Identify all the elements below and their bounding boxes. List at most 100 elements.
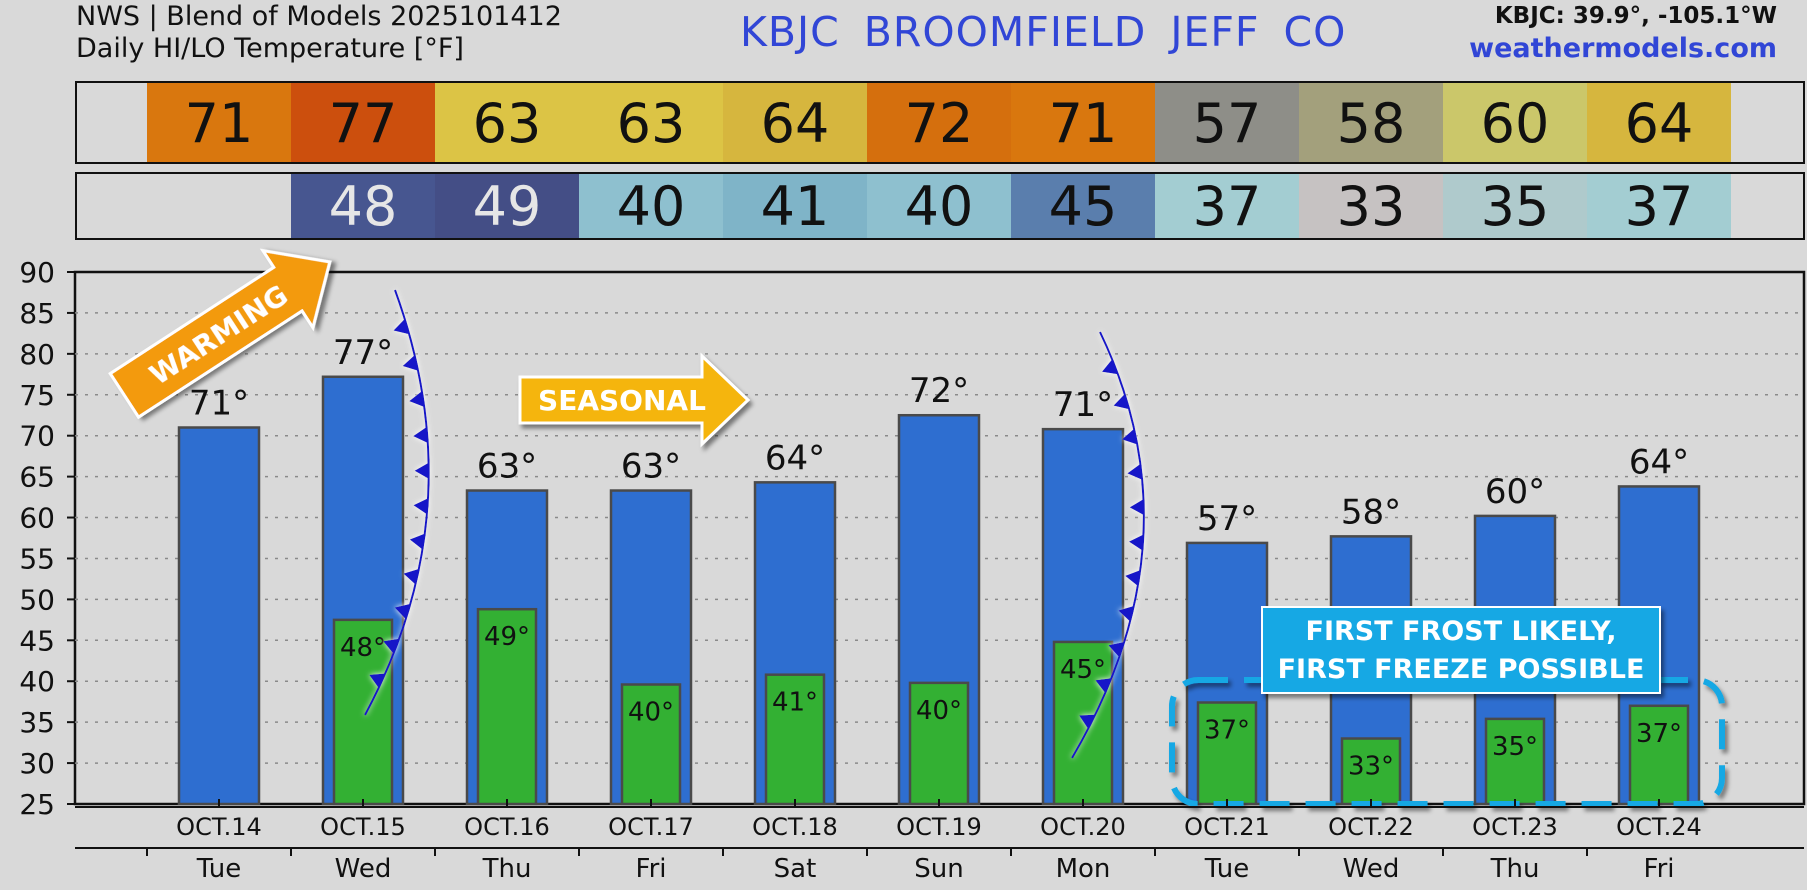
x-day-label: Wed: [335, 854, 392, 884]
y-tick-label: 75: [19, 379, 55, 412]
hi-strip-value: 71: [185, 92, 254, 155]
lo-strip-cell: [1155, 174, 1299, 238]
hi-strip-value: 63: [617, 92, 686, 155]
front-barb: [394, 603, 411, 620]
frost-callout-line1: FIRST FROST LIKELY,: [1306, 616, 1617, 647]
hi-bar-label: 58°: [1341, 492, 1401, 532]
cold-front-2: [1071, 331, 1145, 759]
x-day-label: Sat: [774, 854, 817, 884]
frost-callout-box: [1261, 606, 1661, 694]
front-barb: [1129, 534, 1144, 551]
x-day-label: Thu: [482, 854, 532, 884]
hi-strip-cell: [1587, 83, 1731, 162]
lo-bar: [1484, 717, 1546, 806]
x-date-label: OCT.19: [896, 813, 982, 841]
front-barb: [1127, 463, 1143, 480]
lo-bar-label: 33°: [1348, 752, 1394, 782]
hi-bar-label: 64°: [1629, 442, 1689, 482]
hi-strip-value: 64: [1625, 92, 1694, 155]
y-tick-label: 60: [19, 502, 55, 535]
lo-bar: [1628, 704, 1690, 806]
hi-strip-cell: [435, 83, 579, 162]
hi-strip-value: 77: [329, 92, 398, 155]
hi-bar: [177, 426, 261, 806]
hi-strip-value: 64: [761, 92, 830, 155]
y-tick-label: 80: [19, 338, 55, 371]
hi-bar-label: 71°: [1053, 385, 1113, 425]
hi-strip-cell: [147, 83, 291, 162]
hi-strip-value: 58: [1337, 92, 1406, 155]
cold-front-1-barbs: [369, 318, 429, 689]
hi-bar-label: 72°: [909, 371, 969, 411]
site-link[interactable]: weathermodels.com: [1469, 33, 1777, 64]
hi-strip-value: 72: [905, 92, 974, 155]
lo-strip-value: 48: [329, 175, 398, 238]
hi-strip-value: 63: [473, 92, 542, 155]
y-tick-label: 35: [19, 706, 55, 739]
lo-strip-cell: [147, 174, 291, 238]
lo-bar: [476, 607, 538, 806]
x-day-label: Fri: [636, 854, 667, 884]
hi-strip-cell: [579, 83, 723, 162]
hi-bar-label: 57°: [1197, 499, 1257, 539]
seasonal-label: SEASONAL: [538, 384, 706, 417]
frost-callout-line2: FIRST FREEZE POSSIBLE: [1278, 654, 1645, 685]
x-date-label: OCT.20: [1040, 813, 1126, 841]
y-tick-label: 55: [19, 542, 55, 575]
lo-bar: [332, 618, 394, 806]
lo-bar: [620, 683, 682, 806]
lo-strip-cell: [291, 174, 435, 238]
lo-strip-value: 37: [1193, 175, 1262, 238]
front-barb: [1129, 499, 1144, 516]
station-title: KBJC BROOMFIELD JEFF CO: [740, 8, 1347, 56]
x-date-label: OCT.23: [1472, 813, 1558, 841]
lo-strip-cell: [1299, 174, 1443, 238]
x-day-label: Tue: [1204, 854, 1249, 884]
front-barb: [414, 462, 429, 479]
lo-bar-label: 49°: [484, 622, 530, 652]
hi-strip-cell: [291, 83, 435, 162]
x-date-label: OCT.14: [176, 813, 262, 841]
y-tick-label: 40: [19, 665, 55, 698]
hi-strip-value: 71: [1049, 92, 1118, 155]
header-model-run: NWS | Blend of Models 2025101412: [76, 1, 562, 32]
lo-strip-cell: [1443, 174, 1587, 238]
lo-bar-label: 37°: [1204, 716, 1250, 746]
station-coordinates: KBJC: 39.9°, -105.1°W: [1494, 3, 1777, 29]
front-barb: [413, 427, 428, 443]
lo-strip-value: 33: [1337, 175, 1406, 238]
lo-temperature-strip: 48 49 40 41 40 45 37 33 35 37: [75, 172, 1805, 240]
bars: [177, 375, 1701, 806]
y-tick-label: 45: [19, 624, 55, 657]
y-tick-label: 25: [19, 788, 55, 821]
x-day-label: Mon: [1056, 854, 1111, 884]
front-barb: [1125, 570, 1141, 586]
hi-strip-cell: [1443, 83, 1587, 162]
lo-strip-value: 35: [1481, 175, 1550, 238]
lo-strip-cell: [1587, 174, 1731, 238]
seasonal-arrow-shape: [518, 352, 751, 448]
seasonal-arrow: SEASONAL: [518, 352, 751, 448]
front-barb: [1108, 642, 1125, 658]
hi-bar-label: 60°: [1485, 472, 1545, 512]
hi-bar-label: 71°: [189, 384, 249, 424]
hi-strip-value: 60: [1481, 92, 1550, 155]
lo-bar-label: 48°: [340, 633, 386, 663]
hi-temperature-strip: 71 77 63 63 64 72 71 57 58 60 64: [75, 81, 1805, 164]
front-barb: [403, 568, 419, 585]
x-date-label: OCT.15: [320, 813, 406, 841]
cold-front-2-barbs: [1079, 359, 1144, 729]
x-day-label: Tue: [196, 854, 241, 884]
lo-strip-value: 40: [617, 175, 686, 238]
header-subtitle: Daily HI/LO Temperature [°F]: [76, 33, 464, 64]
lo-bar: [1340, 737, 1402, 806]
y-axis: 90 85 80 75 70 65 60 55 50 45 40 35 30 25: [19, 256, 75, 821]
x-date-label: OCT.18: [752, 813, 838, 841]
x-day-label: Thu: [1490, 854, 1540, 884]
front-barb: [1102, 359, 1118, 375]
front-barb: [409, 533, 425, 550]
hi-strip-cell: [1155, 83, 1299, 162]
x-day-label: Sun: [914, 854, 963, 884]
x-axis: OCT.14 Tue OCT.15 Wed OCT.16 Thu OCT.17 Fri OCT.…: [75, 799, 1804, 884]
